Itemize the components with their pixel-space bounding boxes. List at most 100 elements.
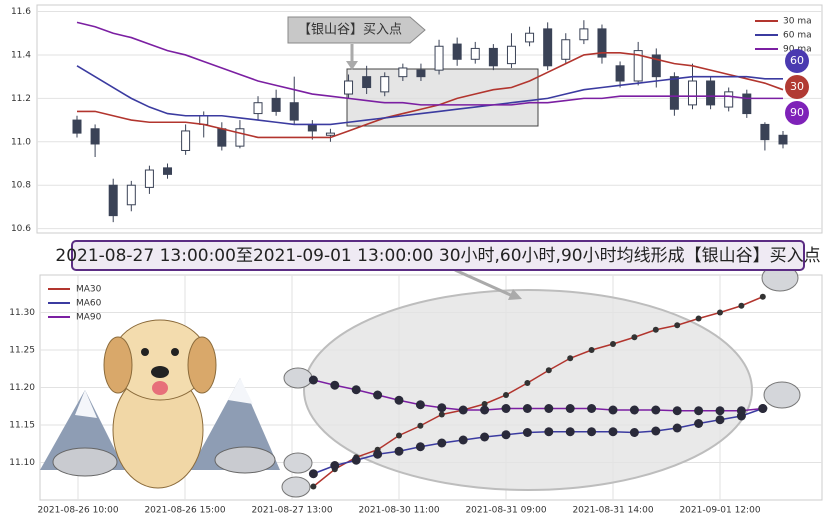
ma-point bbox=[524, 380, 531, 386]
ma-line bbox=[313, 407, 764, 475]
bottom-chart: 11.10 11.15 11.20 11.25 11.30 2021-08-26 10:0… bbox=[9, 264, 822, 516]
candle-body bbox=[651, 54, 661, 78]
candle-body bbox=[289, 102, 299, 121]
ma-point bbox=[651, 426, 661, 436]
ma-badge-label: 30 bbox=[790, 80, 804, 93]
mountain bbox=[190, 378, 280, 470]
annotation-text: 【银山谷】买入点 bbox=[298, 23, 402, 38]
y-tick-label: 11.20 bbox=[9, 383, 35, 393]
candle-body bbox=[72, 119, 82, 134]
ma-point bbox=[587, 404, 597, 413]
silver-ingot bbox=[283, 367, 313, 389]
ma-line bbox=[313, 379, 763, 412]
ma-point bbox=[417, 422, 424, 429]
x-tick-label: 2021-08-31 09:00 bbox=[465, 506, 546, 516]
candle-body bbox=[615, 65, 625, 82]
ma-point bbox=[588, 347, 595, 353]
dog-tongue bbox=[152, 381, 168, 395]
candle-body bbox=[253, 102, 263, 115]
y-tick-label: 11.10 bbox=[9, 458, 35, 468]
y-tick-label: 11.4 bbox=[11, 50, 31, 60]
ma-line bbox=[312, 296, 764, 488]
candle-body bbox=[144, 169, 154, 188]
dog-ear bbox=[103, 336, 133, 394]
ma-badge-label: 60 bbox=[790, 54, 804, 67]
y-tick-label: 10.6 bbox=[11, 224, 31, 234]
ma-point bbox=[545, 367, 552, 374]
legend-label: 30 ma bbox=[783, 17, 812, 27]
ma-point bbox=[629, 405, 639, 415]
x-tick-label: 2021-08-31 14:00 bbox=[572, 506, 653, 516]
ma-point bbox=[652, 326, 659, 333]
candle-body bbox=[742, 93, 752, 115]
ma-point bbox=[458, 405, 468, 415]
ma-point bbox=[631, 334, 638, 341]
candle-body bbox=[380, 76, 390, 93]
ma-point bbox=[587, 427, 597, 437]
highlight-box bbox=[346, 68, 539, 127]
ma-point bbox=[672, 406, 682, 416]
candle-body bbox=[543, 28, 553, 67]
candle-body bbox=[126, 184, 136, 206]
ma-point bbox=[396, 432, 402, 439]
candle-body bbox=[398, 67, 408, 78]
silver-ingot bbox=[52, 447, 118, 477]
ma-point bbox=[330, 380, 340, 390]
candle-body bbox=[687, 80, 697, 106]
ma-point bbox=[522, 404, 532, 413]
silver-ingot bbox=[214, 446, 276, 474]
ma-point bbox=[522, 428, 532, 437]
annotation-arrow-head bbox=[346, 61, 358, 70]
ma-line bbox=[76, 21, 783, 106]
ma-point bbox=[394, 446, 404, 456]
candle-body bbox=[706, 80, 716, 106]
ma-point bbox=[501, 404, 511, 413]
candle-body bbox=[325, 132, 335, 136]
pointer-arrow-head bbox=[508, 289, 522, 300]
y-tick-label: 10.8 bbox=[11, 181, 31, 191]
candle-body bbox=[307, 123, 317, 132]
candle-body bbox=[235, 128, 245, 147]
highlight-ellipse bbox=[303, 289, 753, 491]
ma-line bbox=[76, 65, 783, 126]
candle-body bbox=[778, 134, 788, 145]
candle-body bbox=[470, 47, 480, 60]
ma-point bbox=[394, 395, 404, 405]
candle-body bbox=[597, 28, 607, 58]
candle-body bbox=[760, 123, 770, 141]
ma-point bbox=[715, 406, 725, 416]
y-tick-label: 11.0 bbox=[11, 137, 31, 147]
candle-body bbox=[163, 167, 173, 175]
annotation-callout bbox=[287, 16, 426, 44]
ma-point bbox=[695, 315, 702, 322]
ma-point bbox=[674, 322, 681, 329]
ma-point bbox=[437, 403, 447, 413]
y-tick-label: 11.2 bbox=[11, 94, 31, 104]
mountain-snow bbox=[75, 390, 97, 418]
dog-eye bbox=[141, 348, 149, 356]
legend-label: MA60 bbox=[76, 299, 102, 309]
banner-text: 2021-08-27 13:00:00至2021-09-01 13:00:00 … bbox=[55, 246, 820, 266]
ma-point bbox=[608, 427, 618, 437]
candle-body bbox=[633, 50, 643, 82]
dog-ear bbox=[187, 336, 217, 394]
ma-point bbox=[310, 483, 317, 490]
candle-body bbox=[434, 45, 444, 71]
ma-point bbox=[738, 302, 745, 309]
dog-eye bbox=[171, 348, 179, 356]
candle-body bbox=[217, 128, 227, 147]
ma-point bbox=[438, 411, 445, 418]
banner bbox=[71, 240, 805, 271]
y-tick-label: 11.6 bbox=[11, 7, 31, 17]
x-tick-label: 2021-08-30 11:00 bbox=[358, 506, 439, 516]
candle-body bbox=[344, 80, 354, 95]
candle-body bbox=[271, 97, 281, 112]
candle-body bbox=[416, 69, 426, 78]
dog-nose bbox=[151, 366, 169, 378]
silver-ingot bbox=[763, 381, 801, 409]
ma-point bbox=[610, 341, 616, 347]
ma-point bbox=[758, 404, 768, 413]
ma-line bbox=[77, 51, 784, 139]
ma-badge bbox=[785, 101, 809, 125]
